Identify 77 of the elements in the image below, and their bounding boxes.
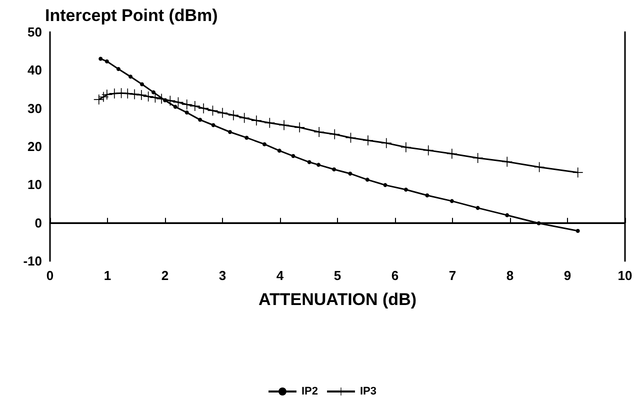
point	[228, 130, 232, 134]
point	[152, 90, 156, 94]
x-tick-label: 6	[391, 268, 399, 283]
point	[314, 126, 324, 137]
x-tick-label: 9	[564, 268, 572, 283]
point	[362, 135, 373, 146]
point	[239, 112, 250, 123]
y-tick-label: 0	[34, 215, 42, 230]
point	[502, 156, 512, 167]
point	[294, 122, 305, 132]
x-axis-title: ATTENUATION (dB)	[258, 290, 417, 309]
point	[365, 178, 370, 182]
point	[476, 206, 480, 210]
y-tick-label: 50	[28, 24, 42, 40]
y-tick-label: 20	[28, 139, 42, 154]
point	[381, 138, 392, 148]
x-tick-label: 2	[161, 268, 169, 283]
point	[128, 74, 132, 79]
point	[505, 213, 510, 218]
point	[156, 94, 167, 104]
point	[291, 154, 296, 158]
point	[244, 136, 249, 140]
point	[279, 120, 290, 130]
point	[330, 129, 340, 140]
x-tick-label: 4	[276, 268, 284, 283]
point	[140, 82, 144, 86]
point	[400, 142, 411, 152]
x-tick-label: 0	[46, 268, 54, 283]
point	[136, 90, 146, 100]
point	[198, 103, 209, 114]
point	[198, 118, 202, 122]
point	[425, 193, 430, 198]
point	[307, 160, 312, 164]
point	[472, 152, 483, 163]
x-tick-label: 10	[618, 268, 632, 283]
point	[277, 148, 282, 153]
x-tick-label: 1	[104, 268, 112, 283]
point	[264, 118, 275, 128]
point	[182, 100, 192, 110]
point	[143, 92, 154, 102]
point	[228, 110, 238, 120]
point	[446, 148, 457, 159]
y-tick-label: 30	[28, 100, 42, 116]
point	[102, 90, 112, 100]
point	[383, 183, 388, 188]
x-tick-label: 7	[448, 268, 456, 283]
point	[184, 110, 189, 115]
point	[576, 228, 580, 233]
point	[190, 101, 200, 112]
point	[98, 56, 103, 61]
legend-label: IP2	[301, 386, 318, 398]
point	[572, 167, 583, 178]
x-tick-label: 3	[218, 268, 226, 283]
x-tick-label: 5	[334, 268, 342, 283]
y-tick-label: 40	[28, 62, 42, 78]
chart-title: Intercept Point (dBm)	[45, 6, 218, 25]
point	[130, 89, 140, 100]
point	[208, 106, 218, 116]
point	[450, 199, 454, 204]
legend-label: IP3	[360, 386, 377, 398]
point	[404, 188, 408, 192]
y-tick-label: 10	[28, 177, 42, 192]
point	[262, 142, 266, 146]
point	[251, 116, 262, 126]
point	[423, 145, 434, 156]
point	[348, 172, 352, 176]
point	[104, 59, 109, 64]
point	[116, 67, 120, 72]
point	[316, 162, 321, 167]
point	[173, 104, 178, 109]
point	[534, 162, 544, 172]
x-tick-label: 8	[506, 268, 514, 283]
point	[332, 167, 336, 172]
point	[218, 108, 228, 118]
point	[150, 92, 160, 103]
y-tick-label: -10	[23, 254, 42, 268]
point	[211, 123, 216, 128]
